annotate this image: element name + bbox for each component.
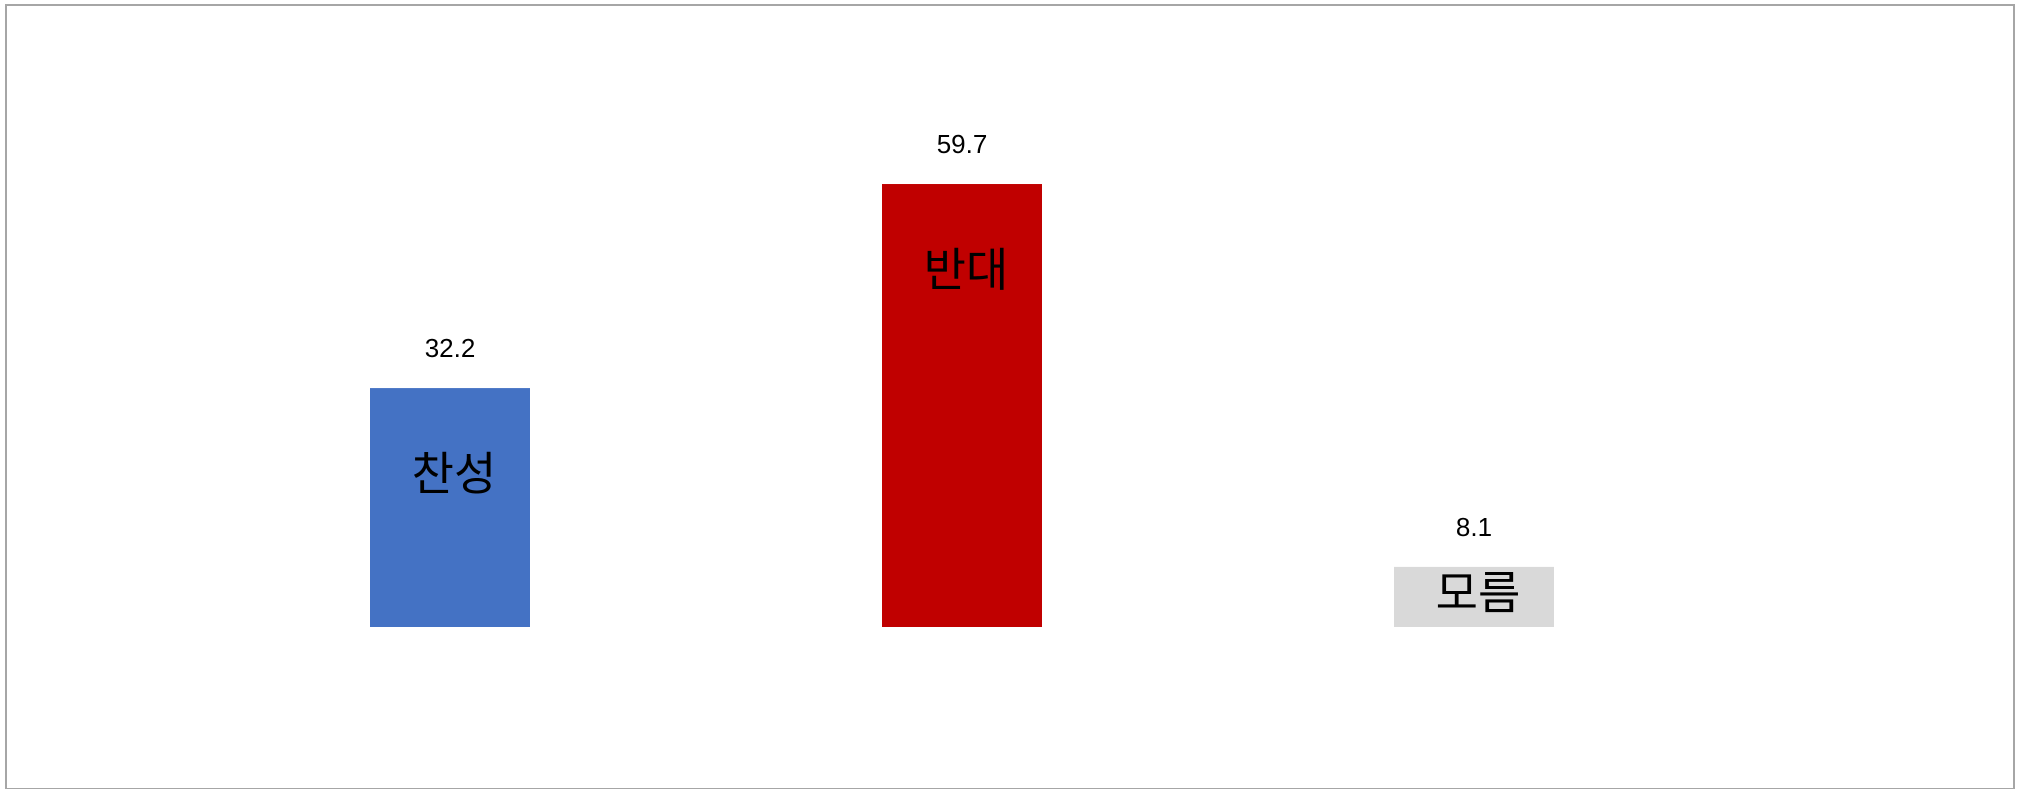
- category-label: 모름: [1436, 567, 1521, 619]
- category-label: 반대: [924, 244, 1009, 296]
- value-label: 8.1: [1456, 512, 1492, 542]
- value-label: 59.7: [937, 129, 988, 159]
- value-label: 32.2: [425, 333, 476, 363]
- bar: [882, 184, 1042, 627]
- category-label: 찬성: [412, 448, 497, 500]
- bar: [370, 388, 530, 627]
- bar: [1394, 566, 1554, 627]
